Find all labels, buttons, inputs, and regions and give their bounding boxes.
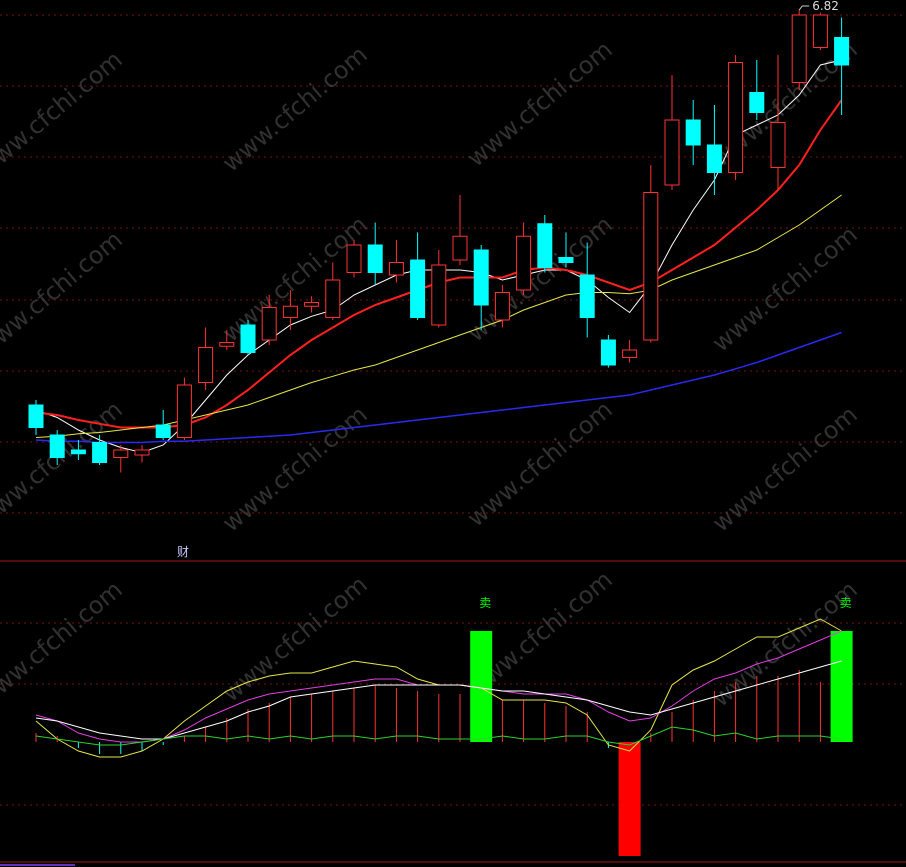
candle-body (622, 349, 638, 358)
candle-body (367, 244, 383, 273)
candle-body (113, 449, 129, 458)
signal-bar (470, 631, 493, 742)
candle-body (70, 449, 86, 455)
candle-body (473, 249, 489, 306)
signal-bar (830, 631, 853, 742)
annotation: 财 (177, 545, 189, 559)
candle-body (388, 262, 404, 276)
candle-body (410, 259, 426, 318)
candle-body (452, 235, 468, 261)
signal-label: 卖 (479, 596, 491, 610)
line (35, 194, 842, 438)
candle-body (282, 305, 298, 318)
candle-body (155, 424, 171, 438)
candle-body (219, 342, 235, 347)
candle-body (749, 92, 765, 113)
candle-body (494, 292, 510, 321)
candle-body (579, 274, 595, 318)
candle-body (134, 449, 150, 456)
candle-body (261, 307, 277, 341)
candle-body (728, 62, 744, 173)
candle-body (325, 279, 341, 318)
candle-body (643, 192, 659, 341)
candle-body (770, 122, 786, 168)
candle-body (834, 37, 850, 66)
candle-body (28, 404, 44, 428)
price-panel: 6.82 (28, 0, 850, 473)
signal-label: 卖 (840, 596, 852, 610)
line (35, 660, 842, 740)
candle-body (558, 257, 574, 263)
candle-body (685, 119, 701, 146)
candle-body (812, 14, 828, 48)
candle-body (431, 264, 447, 326)
candle-body (49, 434, 65, 458)
candle-body (92, 442, 108, 463)
line (35, 726, 842, 746)
candle-body (664, 119, 680, 186)
candle-body (600, 339, 616, 366)
candle-body (706, 144, 722, 173)
high-pointer (798, 5, 810, 11)
candle-body (516, 235, 532, 291)
signal-bar (618, 742, 641, 856)
line (35, 331, 842, 444)
candle-body (240, 324, 256, 353)
candle-body (176, 384, 192, 438)
candle-body (791, 14, 807, 83)
high-label: 6.82 (812, 0, 839, 13)
candle-body (346, 244, 362, 273)
candle-body (537, 223, 553, 268)
candle-body (304, 302, 320, 307)
indicator-panel: 卖卖 (35, 596, 853, 856)
candle-body (198, 347, 214, 383)
